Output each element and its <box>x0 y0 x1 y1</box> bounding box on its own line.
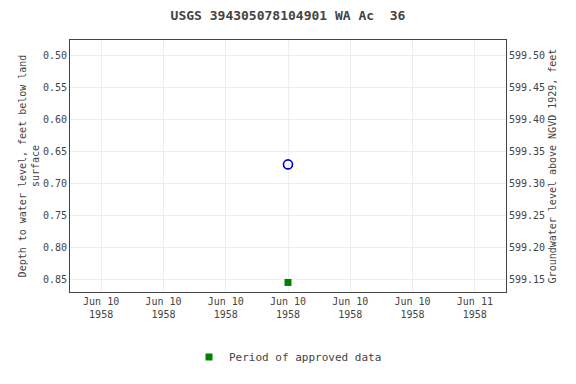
svg-text:Jun 101958: Jun 101958 <box>145 296 181 320</box>
svg-text:Jun 101958: Jun 101958 <box>332 296 368 320</box>
svg-text:599.40: 599.40 <box>509 114 545 125</box>
svg-text:0.55: 0.55 <box>43 82 67 93</box>
svg-text:Depth to water level, feet bel: Depth to water level, feet below landsur… <box>17 55 41 278</box>
svg-text:0.70: 0.70 <box>43 178 67 189</box>
svg-text:0.65: 0.65 <box>43 146 67 157</box>
svg-text:Jun 101958: Jun 101958 <box>208 296 244 320</box>
svg-text:0.75: 0.75 <box>43 210 67 221</box>
svg-text:0.80: 0.80 <box>43 242 67 253</box>
svg-text:Jun 101958: Jun 101958 <box>395 296 431 320</box>
svg-text:0.85: 0.85 <box>43 274 67 285</box>
svg-text:599.30: 599.30 <box>509 178 545 189</box>
svg-text:599.45: 599.45 <box>509 82 545 93</box>
svg-text:Jun 111958: Jun 111958 <box>457 296 493 320</box>
svg-text:Jun 101958: Jun 101958 <box>83 296 119 320</box>
svg-text:599.15: 599.15 <box>509 274 545 285</box>
svg-text:Period of approved data: Period of approved data <box>229 351 381 364</box>
svg-text:Groundwater level above NGVD 1: Groundwater level above NGVD 1929, feet <box>547 49 558 284</box>
svg-text:Jun 101958: Jun 101958 <box>270 296 306 320</box>
svg-text:599.25: 599.25 <box>509 210 545 221</box>
svg-text:0.60: 0.60 <box>43 114 67 125</box>
svg-text:599.50: 599.50 <box>509 50 545 61</box>
svg-text:599.20: 599.20 <box>509 242 545 253</box>
svg-text:USGS 394305078104901 WA Ac 36: USGS 394305078104901 WA Ac 36 <box>171 8 406 23</box>
svg-text:0.50: 0.50 <box>43 50 67 61</box>
svg-text:599.35: 599.35 <box>509 146 545 157</box>
